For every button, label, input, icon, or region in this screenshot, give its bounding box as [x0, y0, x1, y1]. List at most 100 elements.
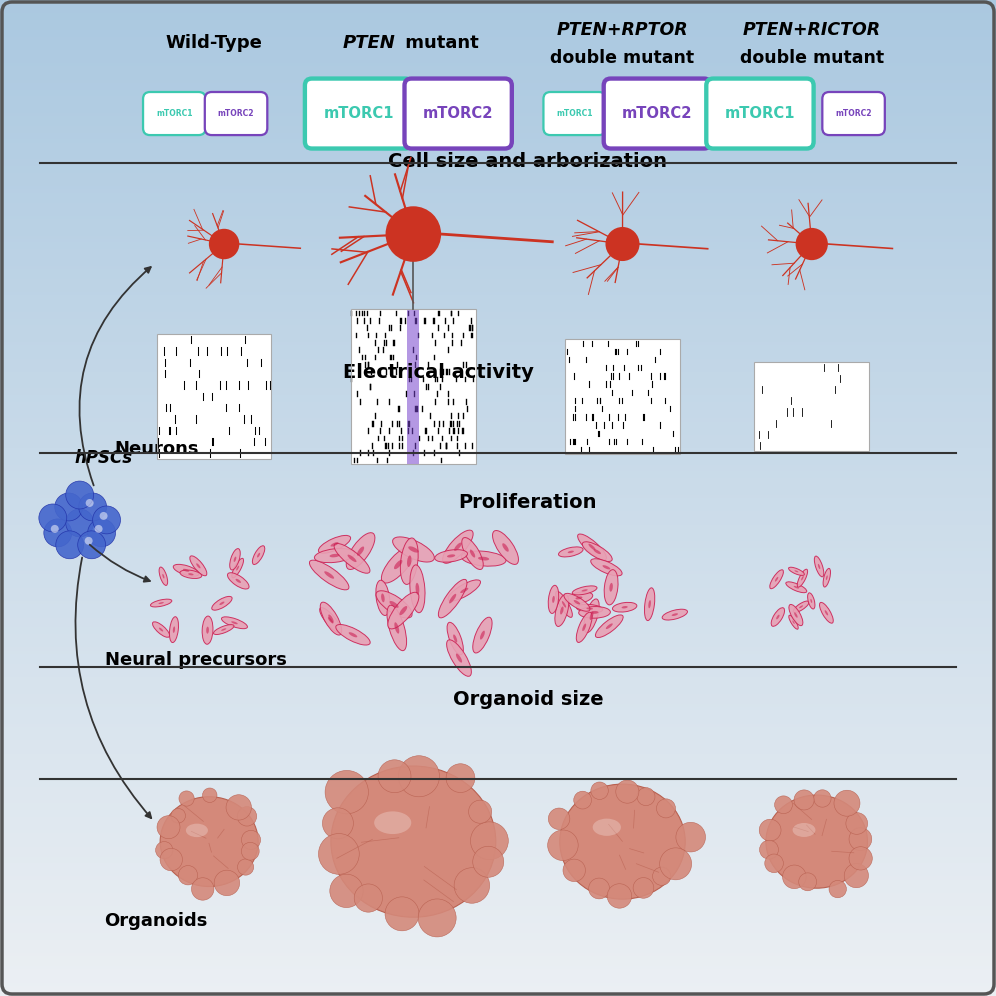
FancyBboxPatch shape [404, 79, 512, 148]
Ellipse shape [320, 608, 342, 633]
Ellipse shape [591, 611, 599, 614]
Bar [0, 339, 996, 342]
Bar [0, 189, 996, 192]
Ellipse shape [162, 574, 164, 579]
Bar [0, 216, 996, 219]
Ellipse shape [573, 586, 597, 595]
Bar [0, 644, 996, 647]
FancyBboxPatch shape [143, 92, 205, 135]
Ellipse shape [461, 551, 506, 566]
Bar [0, 730, 996, 734]
Ellipse shape [815, 556, 824, 577]
Ellipse shape [315, 549, 355, 563]
Text: Organoids: Organoids [105, 912, 208, 930]
Ellipse shape [394, 560, 402, 569]
Bar [0, 129, 996, 132]
Bar [0, 837, 996, 840]
Bar [0, 608, 996, 611]
Circle shape [78, 531, 106, 559]
Ellipse shape [213, 624, 234, 634]
Ellipse shape [606, 623, 613, 629]
Bar [0, 737, 996, 740]
Ellipse shape [548, 586, 559, 614]
Bar [0, 226, 996, 229]
Bar [0, 123, 996, 126]
Bar [566, 340, 679, 454]
Ellipse shape [330, 554, 340, 558]
Bar [0, 246, 996, 249]
Bar [0, 969, 996, 973]
Ellipse shape [446, 639, 471, 676]
Circle shape [202, 788, 217, 803]
Bar [0, 561, 996, 565]
Bar [0, 598, 996, 601]
Bar [0, 37, 996, 40]
Circle shape [799, 872, 817, 890]
Text: PTEN: PTEN [343, 34, 395, 52]
Bar [0, 797, 996, 800]
Text: Electrical activity: Electrical activity [343, 363, 534, 382]
Bar [0, 794, 996, 797]
Bar [0, 70, 996, 73]
Bar [0, 63, 996, 67]
Ellipse shape [583, 542, 613, 562]
Bar [0, 87, 996, 90]
Ellipse shape [221, 628, 226, 630]
Ellipse shape [180, 570, 202, 579]
Text: double mutant: double mutant [551, 49, 694, 67]
Circle shape [783, 866, 806, 888]
Bar [0, 993, 996, 996]
Ellipse shape [473, 618, 492, 653]
Ellipse shape [591, 559, 622, 576]
Circle shape [319, 834, 360, 874]
Bar [0, 857, 996, 860]
FancyBboxPatch shape [305, 79, 412, 148]
Bar [0, 578, 996, 581]
Bar [0, 369, 996, 372]
Bar [0, 77, 996, 80]
Bar [0, 242, 996, 246]
FancyBboxPatch shape [706, 79, 814, 148]
Bar [0, 568, 996, 571]
Bar [0, 555, 996, 558]
Ellipse shape [462, 538, 483, 570]
Bar [0, 508, 996, 511]
Bar [0, 916, 996, 919]
Circle shape [676, 823, 705, 852]
Ellipse shape [770, 570, 784, 589]
Ellipse shape [793, 823, 816, 837]
Circle shape [237, 859, 254, 875]
Bar [0, 349, 996, 352]
Bar [0, 558, 996, 561]
Bar [0, 282, 996, 286]
Bar [0, 986, 996, 989]
Ellipse shape [453, 634, 457, 642]
Bar [0, 332, 996, 336]
Circle shape [470, 822, 508, 860]
Bar [0, 949, 996, 953]
Bar [0, 209, 996, 212]
Bar [0, 485, 996, 488]
Bar [0, 3, 996, 7]
Ellipse shape [789, 605, 803, 625]
Ellipse shape [334, 544, 370, 574]
Bar [0, 621, 996, 624]
Ellipse shape [415, 583, 419, 595]
Ellipse shape [775, 577, 778, 582]
Bar [0, 704, 996, 707]
FancyBboxPatch shape [823, 92, 884, 135]
Bar [0, 455, 996, 458]
Bar [0, 90, 996, 93]
Bar [0, 565, 996, 568]
Ellipse shape [613, 603, 636, 613]
Circle shape [209, 229, 239, 259]
Ellipse shape [578, 534, 607, 560]
Ellipse shape [799, 606, 803, 609]
Circle shape [574, 791, 592, 809]
Ellipse shape [826, 576, 828, 580]
Ellipse shape [605, 570, 619, 605]
Circle shape [56, 531, 84, 559]
Ellipse shape [789, 616, 798, 629]
Bar [0, 879, 996, 883]
Bar [0, 834, 996, 837]
